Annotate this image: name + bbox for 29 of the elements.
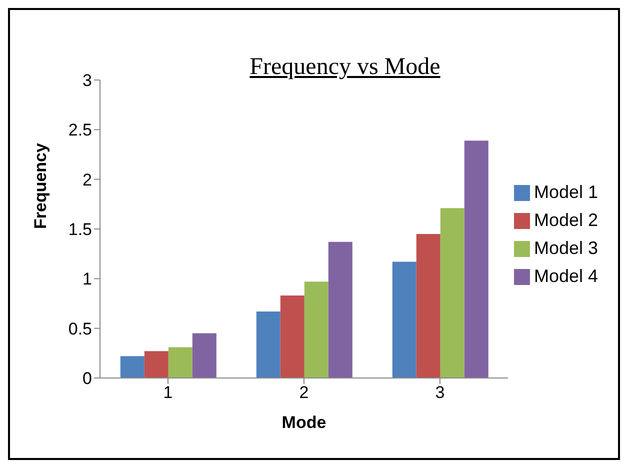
y-tick-label: 1 — [82, 270, 92, 289]
bar — [280, 296, 304, 378]
legend-label: Model 2 — [534, 210, 598, 230]
y-tick-label: 3 — [82, 71, 92, 90]
bar — [392, 262, 416, 378]
bar — [144, 351, 168, 378]
bar — [464, 140, 488, 378]
y-tick-label: 0.5 — [68, 319, 92, 338]
x-axis-title: Mode — [282, 413, 326, 432]
x-tick-label: 3 — [435, 383, 445, 402]
x-tick-label: 2 — [299, 383, 309, 402]
bar — [120, 356, 144, 378]
y-tick-label: 0 — [82, 369, 92, 388]
x-tick-label: 1 — [163, 383, 173, 402]
bar — [304, 282, 328, 378]
y-tick-label: 2.5 — [68, 120, 92, 140]
chart-title: Frequency vs Mode — [248, 54, 442, 81]
bar — [256, 311, 280, 378]
y-tick-label: 2 — [82, 170, 92, 190]
bar — [440, 208, 464, 378]
bar — [328, 242, 352, 378]
y-tick-label: 1.5 — [68, 220, 92, 240]
legend-label: Model 3 — [534, 238, 598, 258]
legend-label: Model 4 — [534, 266, 598, 286]
bar — [416, 234, 440, 378]
y-axis-title: Frequency — [31, 142, 50, 229]
bar — [192, 333, 216, 378]
legend-label: Model 1 — [534, 182, 598, 202]
bar — [168, 347, 192, 378]
